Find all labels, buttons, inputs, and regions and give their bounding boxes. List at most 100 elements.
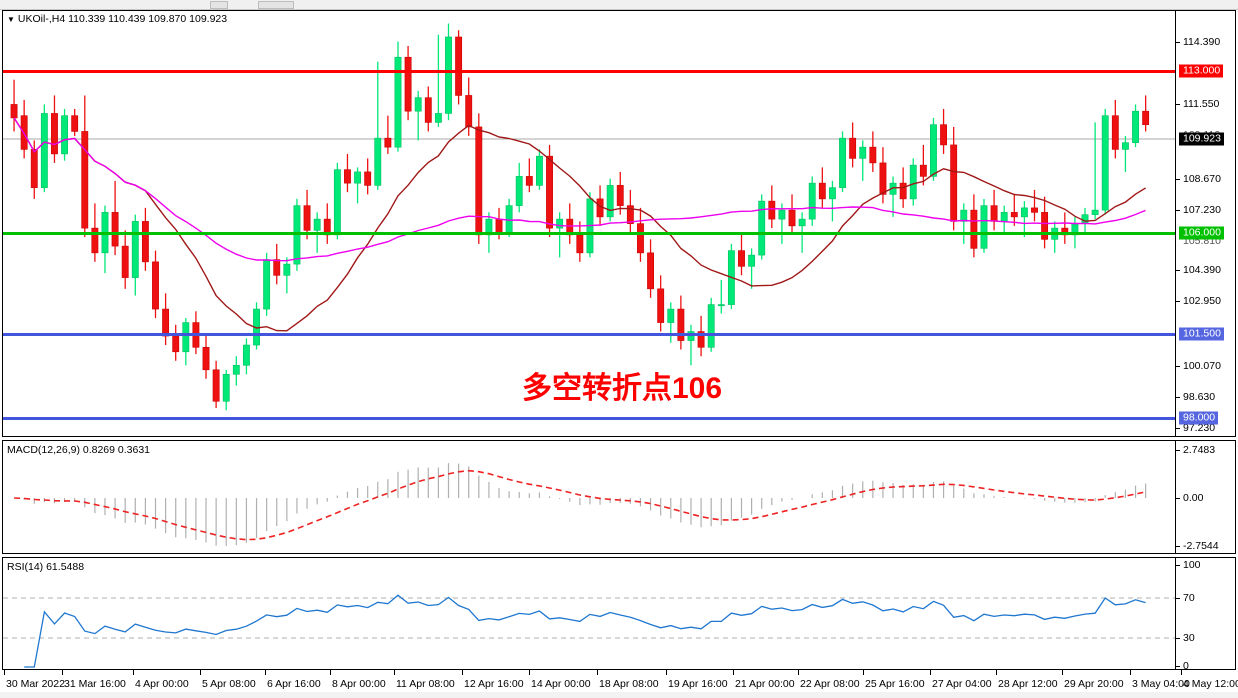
rsi-axis-tick [1176, 638, 1180, 639]
price-axis: 114.390 111.550 108.670 107.230 104.390 102.9… [1175, 11, 1235, 436]
macd-axis: 2.7483 0.00 -2.7544 [1175, 441, 1235, 553]
macd-axis-label: 2.7483 [1183, 444, 1216, 456]
price-axis-label: 107.230 [1183, 204, 1221, 216]
date-axis-label: 5 Apr 08:00 [202, 678, 256, 690]
date-axis-label: 22 Apr 08:00 [800, 678, 860, 690]
level-line-pivot-106[interactable] [3, 232, 1175, 235]
rsi-axis-tick [1176, 565, 1180, 566]
rsi-axis-label: 0 [1183, 660, 1189, 672]
date-axis-tick [394, 670, 395, 675]
rsi-axis-tick [1176, 666, 1180, 667]
date-axis-label: 3 May 04:00 [1132, 678, 1190, 690]
price-axis-tick [1176, 428, 1180, 429]
price-axis-tick [1176, 42, 1180, 43]
date-axis-tick [133, 670, 134, 675]
status-strip [0, 692, 1238, 698]
date-axis-label: 4 May 12:00 [1183, 678, 1238, 690]
price-tag-113-000[interactable]: 113.000 [1179, 64, 1224, 78]
price-axis-label: 98.630 [1183, 391, 1216, 403]
price-axis-tick [1176, 366, 1180, 367]
rsi-axis-label: 70 [1183, 592, 1195, 604]
date-axis-label: 27 Apr 04:00 [932, 678, 992, 690]
price-tag-109-923[interactable]: 109.923 [1179, 132, 1224, 146]
macd-panel[interactable]: 2.7483 0.00 -2.7544 MACD(12,26,9) 0.8269 0… [2, 440, 1236, 554]
date-axis-tick [1130, 670, 1131, 675]
date-axis-tick [4, 670, 5, 675]
rsi-axis-tick [1176, 598, 1180, 599]
toolbar-chunk-1[interactable] [258, 1, 294, 9]
date-axis-label: 29 Apr 20:00 [1064, 678, 1124, 690]
rsi-axis: 100 70 30 0 [1175, 558, 1235, 672]
price-plot-area[interactable] [3, 11, 1175, 436]
date-axis-label: 8 Apr 00:00 [332, 678, 386, 690]
date-axis-label: 25 Apr 16:00 [865, 678, 925, 690]
price-chart-panel[interactable]: 114.390 111.550 108.670 107.230 104.390 102.9… [2, 10, 1236, 437]
date-axis-tick [462, 670, 463, 675]
level-line-support-98[interactable] [3, 417, 1175, 420]
date-axis-label: 31 Mar 16:00 [64, 678, 126, 690]
rsi-series [3, 594, 1175, 668]
date-axis-tick [62, 670, 63, 675]
macd-axis-label: -2.7544 [1183, 540, 1219, 552]
date-axis-label: 4 Apr 00:00 [135, 678, 189, 690]
date-axis-tick [930, 670, 931, 675]
macd-axis-tick [1176, 450, 1180, 451]
macd-axis-tick [1176, 546, 1180, 547]
price-axis-tick [1176, 270, 1180, 271]
date-axis-label: 30 Mar 2022 [6, 678, 65, 690]
price-axis-label: 102.950 [1183, 295, 1221, 307]
date-axis-label: 28 Apr 12:00 [998, 678, 1058, 690]
price-axis-label: 97.230 [1183, 422, 1216, 434]
macd-series [14, 463, 1147, 546]
price-tag-106-000[interactable]: 106.000 [1179, 226, 1224, 240]
date-axis-label: 6 Apr 16:00 [267, 678, 321, 690]
price-axis-label-occluded: 105.810 [1183, 235, 1221, 247]
rsi-axis-label: 30 [1183, 632, 1195, 644]
date-axis-label: 12 Apr 16:00 [464, 678, 524, 690]
price-tag-101-500[interactable]: 101.500 [1179, 327, 1224, 341]
date-axis-label: 19 Apr 16:00 [668, 678, 728, 690]
rsi-panel-title: RSI(14) 61.5488 [7, 561, 85, 573]
rsi-plot-area[interactable] [3, 558, 1175, 669]
price-axis-label: 108.670 [1183, 173, 1221, 185]
date-axis-tick [200, 670, 201, 675]
date-axis-tick [798, 670, 799, 675]
macd-axis-label: 0.00 [1183, 492, 1204, 504]
price-axis-label: 111.550 [1183, 98, 1220, 110]
macd-plot-area[interactable] [3, 441, 1175, 553]
collapse-arrow-icon[interactable]: ▼ [7, 14, 15, 24]
date-axis-tick [666, 670, 667, 675]
price-axis-tick [1176, 301, 1180, 302]
price-axis-tick [1176, 210, 1180, 211]
date-axis-tick [1062, 670, 1063, 675]
price-axis-tick [1176, 179, 1180, 180]
date-axis-label: 18 Apr 08:00 [599, 678, 659, 690]
date-axis-tick [597, 670, 598, 675]
date-axis-tick [330, 670, 331, 675]
rsi-panel[interactable]: 100 70 30 0 RSI(14) 61.5488 [2, 557, 1236, 672]
price-axis-tick [1176, 104, 1180, 105]
price-tag-98-000[interactable]: 98.000 [1179, 411, 1219, 425]
macd-axis-tick [1176, 498, 1180, 499]
price-panel-title-text: UKOil-,H4 110.339 110.439 109.870 109.92… [17, 13, 228, 25]
price-axis-label: 114.390 [1183, 36, 1221, 48]
date-axis-label: 14 Apr 00:00 [531, 678, 591, 690]
toolbar[interactable] [0, 0, 1238, 10]
date-axis-label: 11 Apr 08:00 [396, 678, 455, 690]
macd-panel-title: MACD(12,26,9) 0.8269 0.3631 [7, 444, 151, 456]
level-line-resistance-113[interactable] [3, 70, 1175, 73]
level-line-support-101-5[interactable] [3, 333, 1175, 336]
date-axis-tick [733, 670, 734, 675]
price-axis-label: 104.390 [1183, 264, 1221, 276]
toolbar-chunk-0[interactable] [210, 1, 228, 9]
chart-annotation-text: 多空转折点106 [522, 372, 723, 405]
date-axis-tick [996, 670, 997, 675]
date-axis-tick [1181, 670, 1182, 675]
date-axis-tick [529, 670, 530, 675]
price-panel-title: ▼ UKOil-,H4 110.339 110.439 109.870 109.9… [7, 13, 227, 25]
date-axis-tick [265, 670, 266, 675]
price-axis-tick [1176, 397, 1180, 398]
price-axis-label: 100.070 [1183, 360, 1221, 372]
date-axis-tick [863, 670, 864, 675]
